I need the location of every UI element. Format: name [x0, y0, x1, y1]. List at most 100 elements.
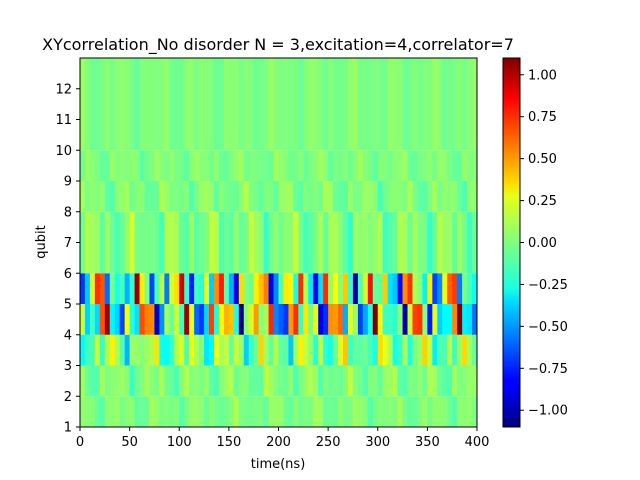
- heatmap-cell: [89, 365, 96, 397]
- heatmap-cell: [303, 211, 309, 274]
- heatmap-cell: [328, 334, 334, 366]
- heatmap-cell: [278, 211, 284, 274]
- heatmap-cell: [84, 304, 91, 335]
- heatmap-cell: [99, 181, 106, 212]
- heatmap-cell: [278, 150, 284, 181]
- heatmap-cell: [362, 273, 369, 304]
- heatmap-cell: [149, 396, 155, 427]
- heatmap-cell: [377, 334, 384, 366]
- heatmap-cell: [184, 181, 190, 212]
- heatmap-cell: [422, 304, 428, 335]
- heatmap-cell: [139, 365, 145, 397]
- heatmap-cell: [233, 273, 240, 304]
- heatmap-cell: [343, 273, 349, 304]
- heatmap-cell: [223, 334, 230, 366]
- heatmap-cell: [382, 58, 389, 151]
- heatmap-cell: [323, 334, 329, 366]
- y-tick-label: 5: [64, 298, 72, 313]
- heatmap-cell: [283, 150, 289, 181]
- x-tick-label: 350: [415, 435, 440, 450]
- heatmap-cell: [233, 304, 240, 335]
- heatmap-cell: [213, 273, 220, 304]
- heatmap-cell: [347, 396, 354, 427]
- heatmap-cell: [263, 365, 269, 397]
- heatmap-cells: [80, 58, 478, 427]
- heatmap-cell: [144, 396, 150, 427]
- heatmap-cell: [422, 396, 428, 427]
- heatmap-cell: [94, 396, 101, 427]
- heatmap-cell: [467, 181, 473, 212]
- heatmap-cell: [253, 304, 260, 335]
- heatmap-cell: [174, 181, 180, 212]
- heatmap-cell: [164, 334, 170, 366]
- heatmap-cell: [417, 181, 423, 212]
- heatmap-cell: [442, 304, 448, 335]
- heatmap-cell: [328, 58, 334, 151]
- heatmap-cell: [134, 181, 140, 212]
- heatmap-cell: [318, 211, 324, 274]
- heatmap-cell: [352, 273, 359, 304]
- heatmap-cell: [149, 273, 155, 304]
- heatmap-cell: [328, 304, 334, 335]
- heatmap-cell: [362, 150, 369, 181]
- heatmap-cell: [169, 150, 175, 181]
- heatmap-cell: [99, 396, 106, 427]
- heatmap-cell: [228, 273, 235, 304]
- heatmap-cell: [352, 304, 359, 335]
- heatmap-cell: [174, 304, 180, 335]
- heatmap-cell: [367, 396, 374, 427]
- heatmap-cell: [80, 396, 86, 427]
- heatmap-cell: [367, 150, 374, 181]
- heatmap-cell: [472, 365, 478, 397]
- heatmap-cell: [109, 181, 116, 212]
- heatmap-cell: [313, 365, 319, 397]
- heatmap-cell: [452, 365, 458, 397]
- heatmap-cell: [243, 273, 250, 304]
- heatmap-cell: [268, 304, 274, 335]
- heatmap-cell: [89, 211, 96, 274]
- x-tick-label: 150: [216, 435, 241, 450]
- heatmap-cell: [357, 396, 364, 427]
- heatmap-cell: [233, 334, 240, 366]
- heatmap-cell: [412, 273, 418, 304]
- heatmap-cell: [372, 396, 379, 427]
- heatmap-cell: [199, 150, 205, 181]
- heatmap-cell: [209, 211, 215, 274]
- colorbar-tick-label: −0.25: [528, 278, 568, 293]
- heatmap-cell: [109, 273, 116, 304]
- heatmap-cell: [89, 396, 96, 427]
- heatmap-cell: [114, 273, 121, 304]
- heatmap-cell: [343, 304, 349, 335]
- heatmap-cell: [189, 273, 195, 304]
- heatmap-cell: [149, 334, 155, 366]
- heatmap-cell: [139, 150, 145, 181]
- heatmap-cell: [402, 304, 408, 335]
- heatmap-cell: [218, 304, 225, 335]
- heatmap-cell: [437, 396, 443, 427]
- heatmap-cell: [333, 304, 339, 335]
- heatmap-cell: [179, 211, 185, 274]
- heatmap-cell: [99, 304, 106, 335]
- heatmap-cell: [104, 396, 111, 427]
- heatmap-cell: [194, 365, 200, 397]
- heatmap-cell: [159, 365, 165, 397]
- heatmap-cell: [422, 365, 428, 397]
- heatmap-cell: [119, 150, 126, 181]
- heatmap-cell: [189, 211, 195, 274]
- heatmap-cell: [80, 365, 86, 397]
- heatmap-cell: [472, 273, 478, 304]
- heatmap-cell: [437, 211, 443, 274]
- heatmap-cell: [273, 58, 279, 151]
- heatmap-cell: [243, 304, 250, 335]
- heatmap-cell: [457, 396, 463, 427]
- heatmap-cell: [154, 365, 160, 397]
- heatmap-cell: [417, 273, 423, 304]
- heatmap-cell: [338, 150, 344, 181]
- heatmap-cell: [397, 396, 403, 427]
- heatmap-cell: [462, 396, 468, 427]
- heatmap-cell: [109, 211, 116, 274]
- heatmap-cell: [218, 396, 225, 427]
- heatmap-cell: [164, 58, 170, 151]
- heatmap-cell: [447, 334, 453, 366]
- heatmap-cell: [283, 365, 289, 397]
